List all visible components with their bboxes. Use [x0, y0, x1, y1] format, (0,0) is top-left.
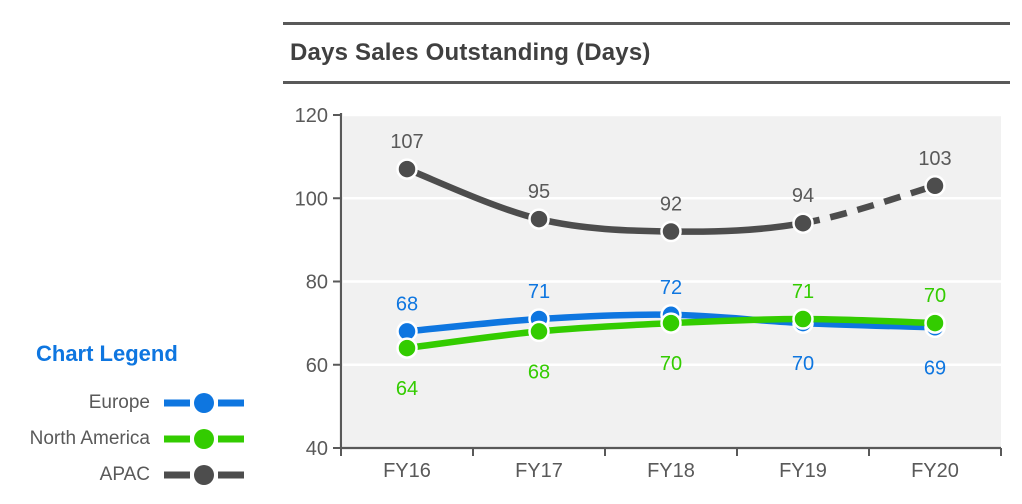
data-label-apac: 107 [390, 131, 423, 153]
data-point-apac [924, 175, 946, 197]
y-tick-label: 40 [306, 438, 328, 460]
legend-dot [194, 465, 214, 485]
data-label-europe: 69 [924, 357, 946, 379]
data-label-north-america: 70 [924, 285, 946, 307]
data-label-apac: 92 [660, 194, 682, 216]
data-label-north-america: 64 [396, 378, 418, 400]
legend-title: Chart Legend [36, 341, 178, 366]
legend-marker-europe [164, 393, 244, 413]
data-label-europe: 72 [660, 277, 682, 299]
y-tick-label: 120 [295, 105, 328, 127]
chart-title-text: Days Sales Outstanding (Days) [290, 39, 651, 66]
legend-dot [194, 393, 214, 413]
data-label-europe: 71 [528, 281, 550, 303]
series-line-apac [403, 165, 807, 235]
data-label-apac: 94 [792, 185, 814, 207]
legend-dot [194, 429, 214, 449]
chart-title: Days Sales Outstanding (Days) [283, 22, 1010, 84]
data-point-north-america [660, 312, 682, 334]
x-tick-label: FY19 [779, 460, 827, 482]
x-tick-label: FY17 [515, 460, 563, 482]
x-tick-label: FY16 [383, 460, 431, 482]
data-point-north-america [396, 337, 418, 359]
legend-item-label: APAC [99, 464, 150, 485]
legend-item-label: Europe [88, 392, 150, 413]
data-label-europe: 68 [396, 293, 418, 315]
data-point-apac [792, 212, 814, 234]
legend-marker-north-america [164, 429, 244, 449]
y-tick-label: 60 [306, 355, 328, 377]
dso-line-chart: 40 60 80 100 120 FY16 FY17 FY18 FY19 FY20 68 71 72 70… [295, 105, 1002, 482]
data-point-apac [660, 220, 682, 243]
y-tick-label: 100 [295, 188, 328, 210]
legend-item-north-america: North America [0, 425, 244, 453]
data-point-apac [396, 158, 418, 180]
data-label-north-america: 70 [660, 353, 682, 375]
y-tick-label: 80 [306, 272, 328, 294]
data-point-north-america [792, 308, 814, 330]
chart-legend: Europe North America APAC [0, 389, 244, 489]
data-label-north-america: 68 [528, 361, 550, 383]
legend-marker-apac [164, 465, 244, 485]
legend-item-europe: Europe [0, 389, 244, 417]
data-label-north-america: 71 [792, 281, 814, 303]
x-tick-label: FY20 [911, 460, 959, 482]
data-label-apac: 103 [918, 148, 951, 170]
legend-item-apac: APAC [0, 461, 244, 489]
data-point-north-america [924, 312, 946, 334]
data-point-apac [528, 208, 550, 230]
data-point-north-america [528, 320, 550, 343]
data-label-europe: 70 [792, 353, 814, 375]
data-label-apac: 95 [528, 181, 550, 203]
x-tick-label: FY18 [647, 460, 695, 482]
legend-item-label: North America [29, 428, 150, 449]
